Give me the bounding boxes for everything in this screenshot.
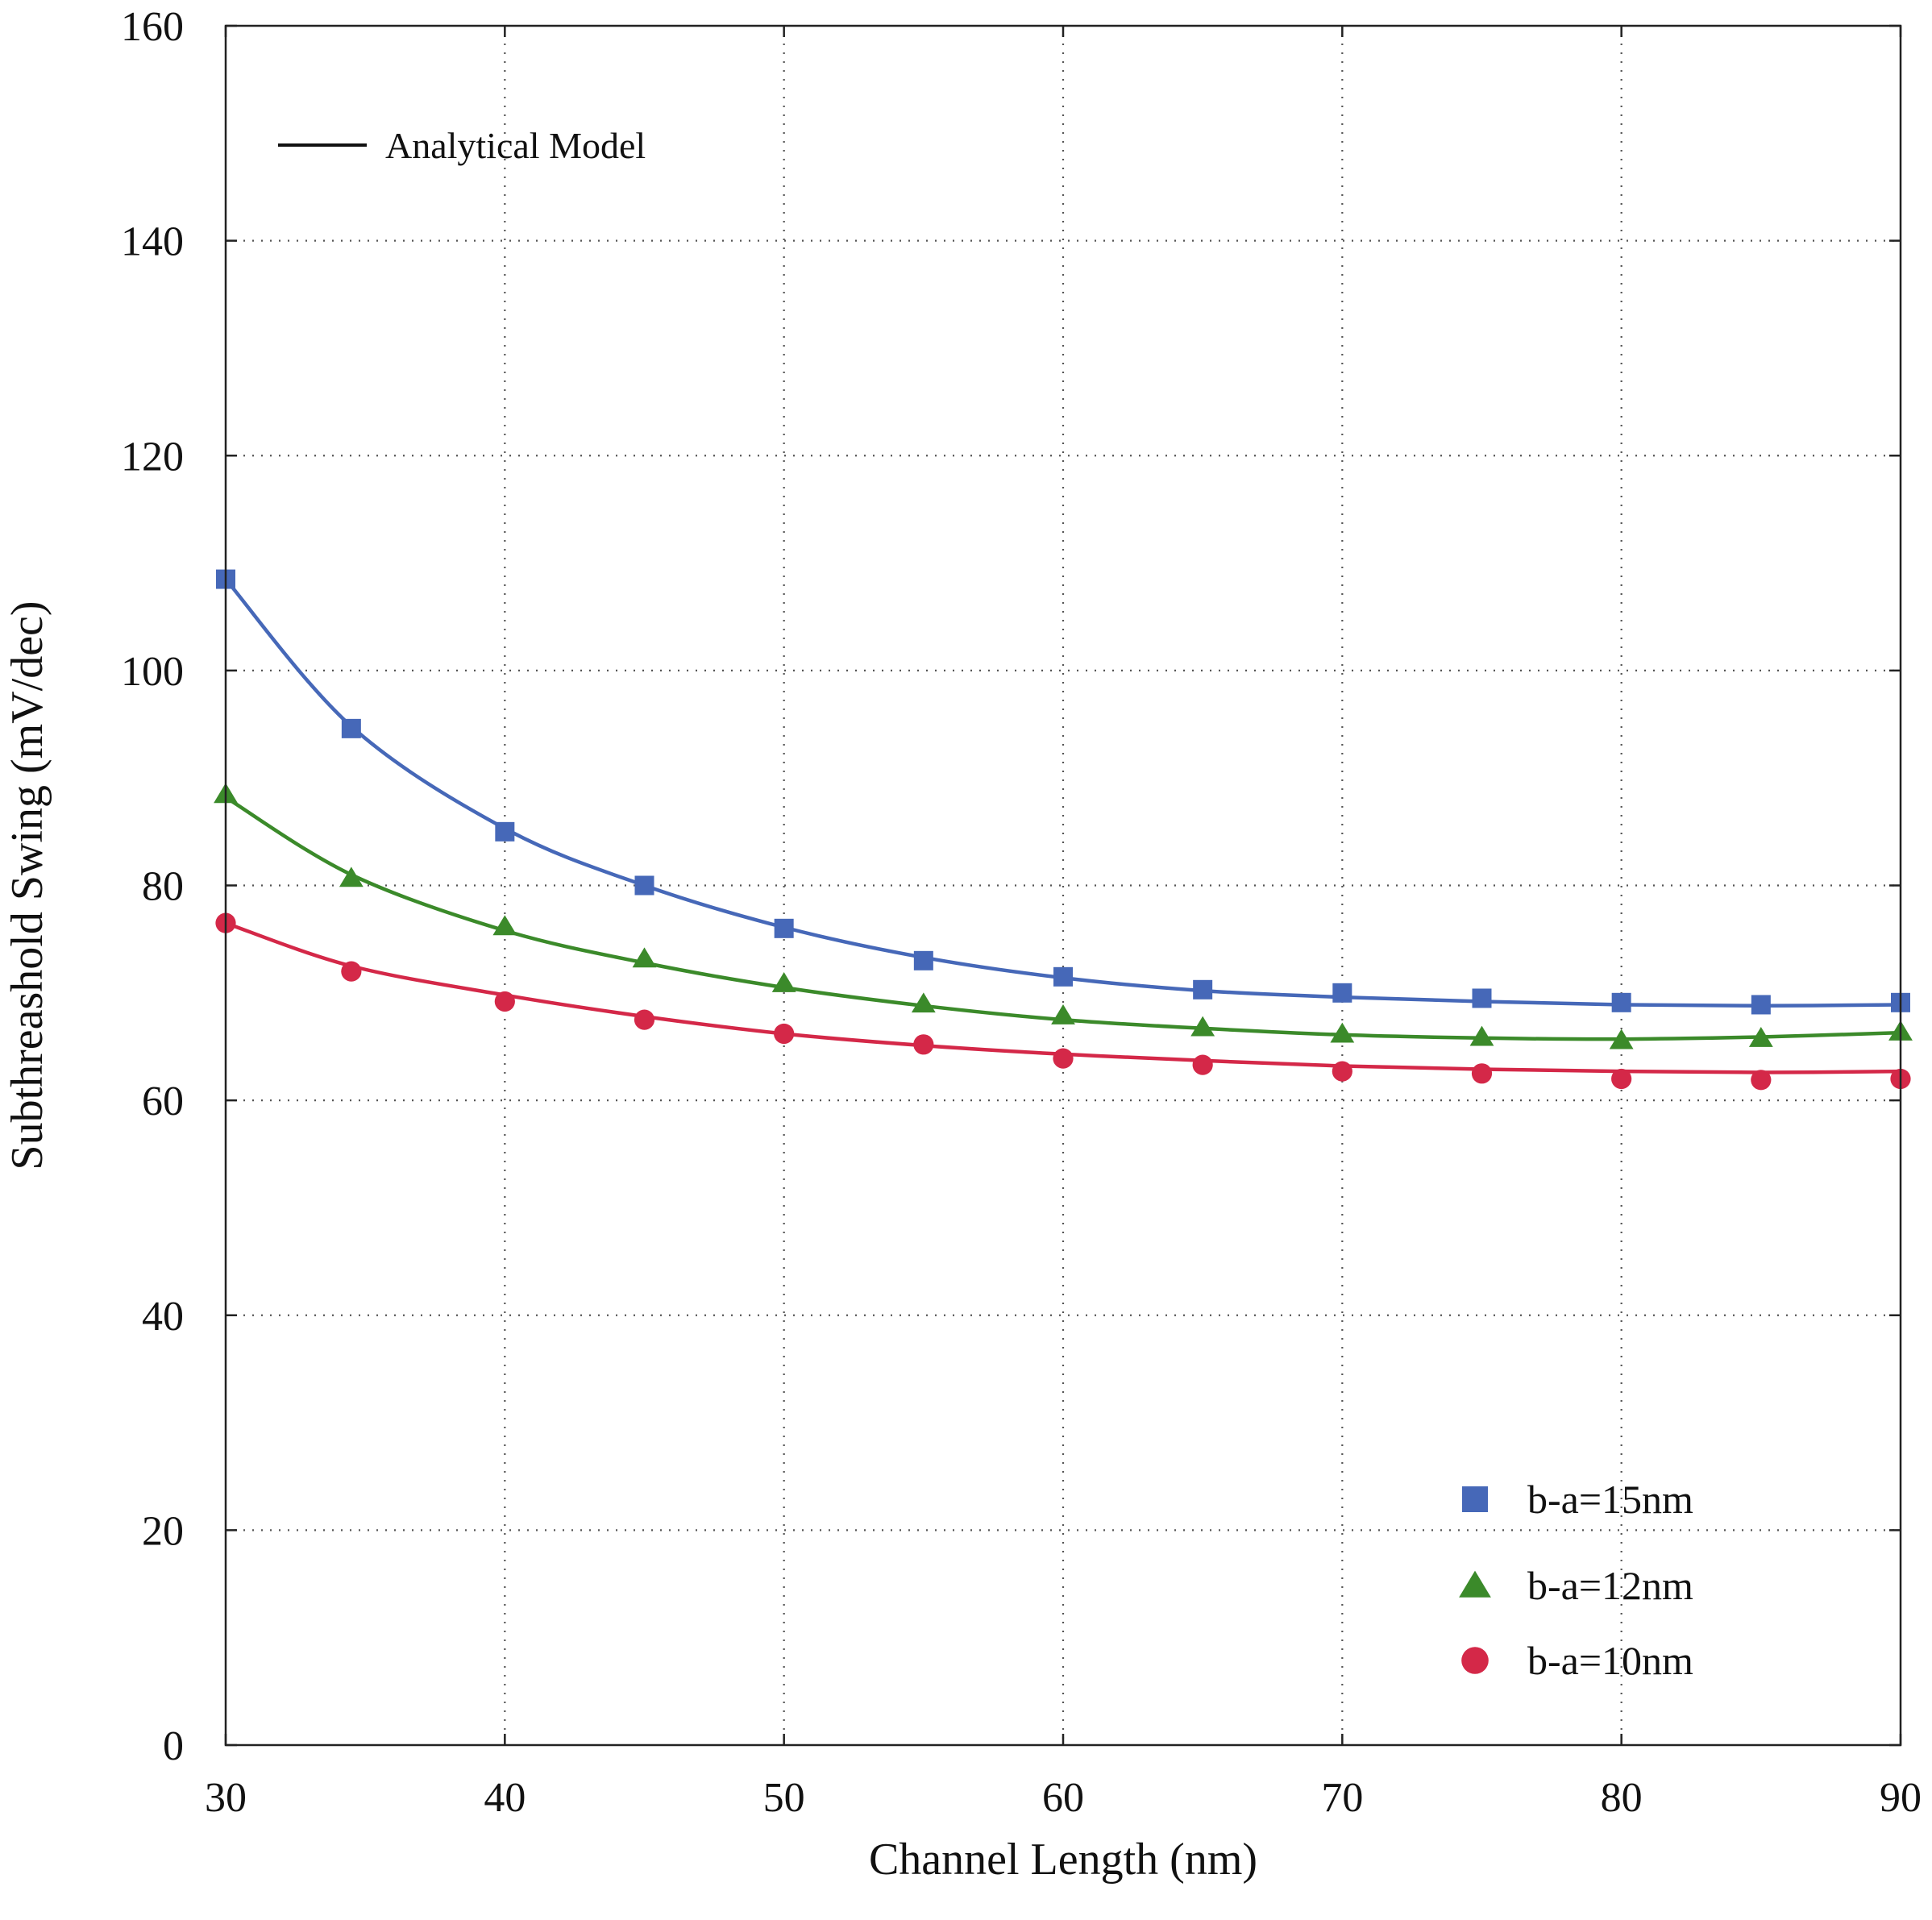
triangle-marker [632, 947, 657, 968]
x-axis-label: Channel Length (nm) [869, 1835, 1257, 1885]
series-legend: b-a=15nm b-a=12nm b-a=10nm [1459, 1477, 1693, 1683]
square-marker [774, 918, 794, 938]
triangle-marker [1609, 1029, 1634, 1049]
legend-label: b-a=10nm [1527, 1638, 1693, 1683]
x-tick-label: 40 [484, 1775, 526, 1821]
square-marker [1611, 992, 1631, 1012]
y-tick-label: 0 [163, 1723, 184, 1769]
square-marker [1472, 988, 1492, 1008]
square-marker [341, 718, 361, 738]
circle-marker [634, 1009, 655, 1030]
square-marker [634, 875, 654, 896]
legend-marker-triangle [1459, 1570, 1491, 1598]
legend-marker-circle [1461, 1647, 1489, 1674]
y-tick-label: 140 [121, 219, 184, 265]
circle-marker [1611, 1068, 1632, 1090]
y-tick-label: 20 [142, 1508, 184, 1554]
circle-marker [1332, 1061, 1352, 1082]
x-tick-label: 50 [763, 1775, 805, 1821]
y-tick-label: 40 [142, 1294, 184, 1340]
legend-label: b-a=15nm [1527, 1477, 1693, 1522]
y-tick-label: 120 [121, 434, 184, 480]
x-tick-label: 60 [1042, 1775, 1084, 1821]
circle-marker [494, 991, 515, 1012]
y-axis-label: Subthreashold Swing (mV/dec) [2, 601, 52, 1170]
square-marker [913, 950, 933, 970]
model-legend-label: Analytical Model [385, 125, 646, 166]
triangle-marker [1469, 1025, 1494, 1046]
y-tick-label: 160 [121, 4, 184, 50]
triangle-marker [492, 915, 517, 936]
circle-marker [1192, 1054, 1213, 1075]
triangle-marker [1190, 1016, 1215, 1037]
legend-marker-square [1462, 1486, 1488, 1512]
x-tick-label: 70 [1321, 1775, 1363, 1821]
circle-marker [341, 961, 362, 982]
triangle-marker [911, 992, 936, 1013]
square-marker [1053, 966, 1073, 987]
model-legend: Analytical Model [278, 125, 646, 166]
triangle-marker [339, 866, 364, 887]
square-marker [1332, 983, 1352, 1003]
x-tick-label: 90 [1880, 1775, 1922, 1821]
x-tick-label: 30 [205, 1775, 247, 1821]
axis-ticks: 30 40 50 60 70 80 90 0 20 40 60 80 100 120 140 160 [121, 4, 1922, 1821]
plot-frame [224, 24, 1902, 1747]
circle-marker [1471, 1063, 1493, 1084]
triangle-marker [1330, 1022, 1355, 1043]
square-marker [1751, 995, 1771, 1015]
x-tick-label: 80 [1601, 1775, 1643, 1821]
data-markers [214, 569, 1913, 1091]
y-tick-label: 100 [121, 649, 184, 695]
triangle-marker [771, 972, 796, 992]
square-marker [495, 821, 515, 842]
y-tick-label: 80 [142, 864, 184, 910]
circle-marker [774, 1023, 795, 1045]
circle-marker [1751, 1070, 1772, 1091]
triangle-marker [1748, 1027, 1773, 1047]
triangle-marker [1051, 1004, 1075, 1024]
circle-marker [1053, 1048, 1074, 1069]
circle-marker [913, 1034, 934, 1055]
square-marker [1193, 979, 1213, 999]
y-tick-label: 60 [142, 1078, 184, 1124]
legend-label: b-a=12nm [1527, 1563, 1693, 1608]
